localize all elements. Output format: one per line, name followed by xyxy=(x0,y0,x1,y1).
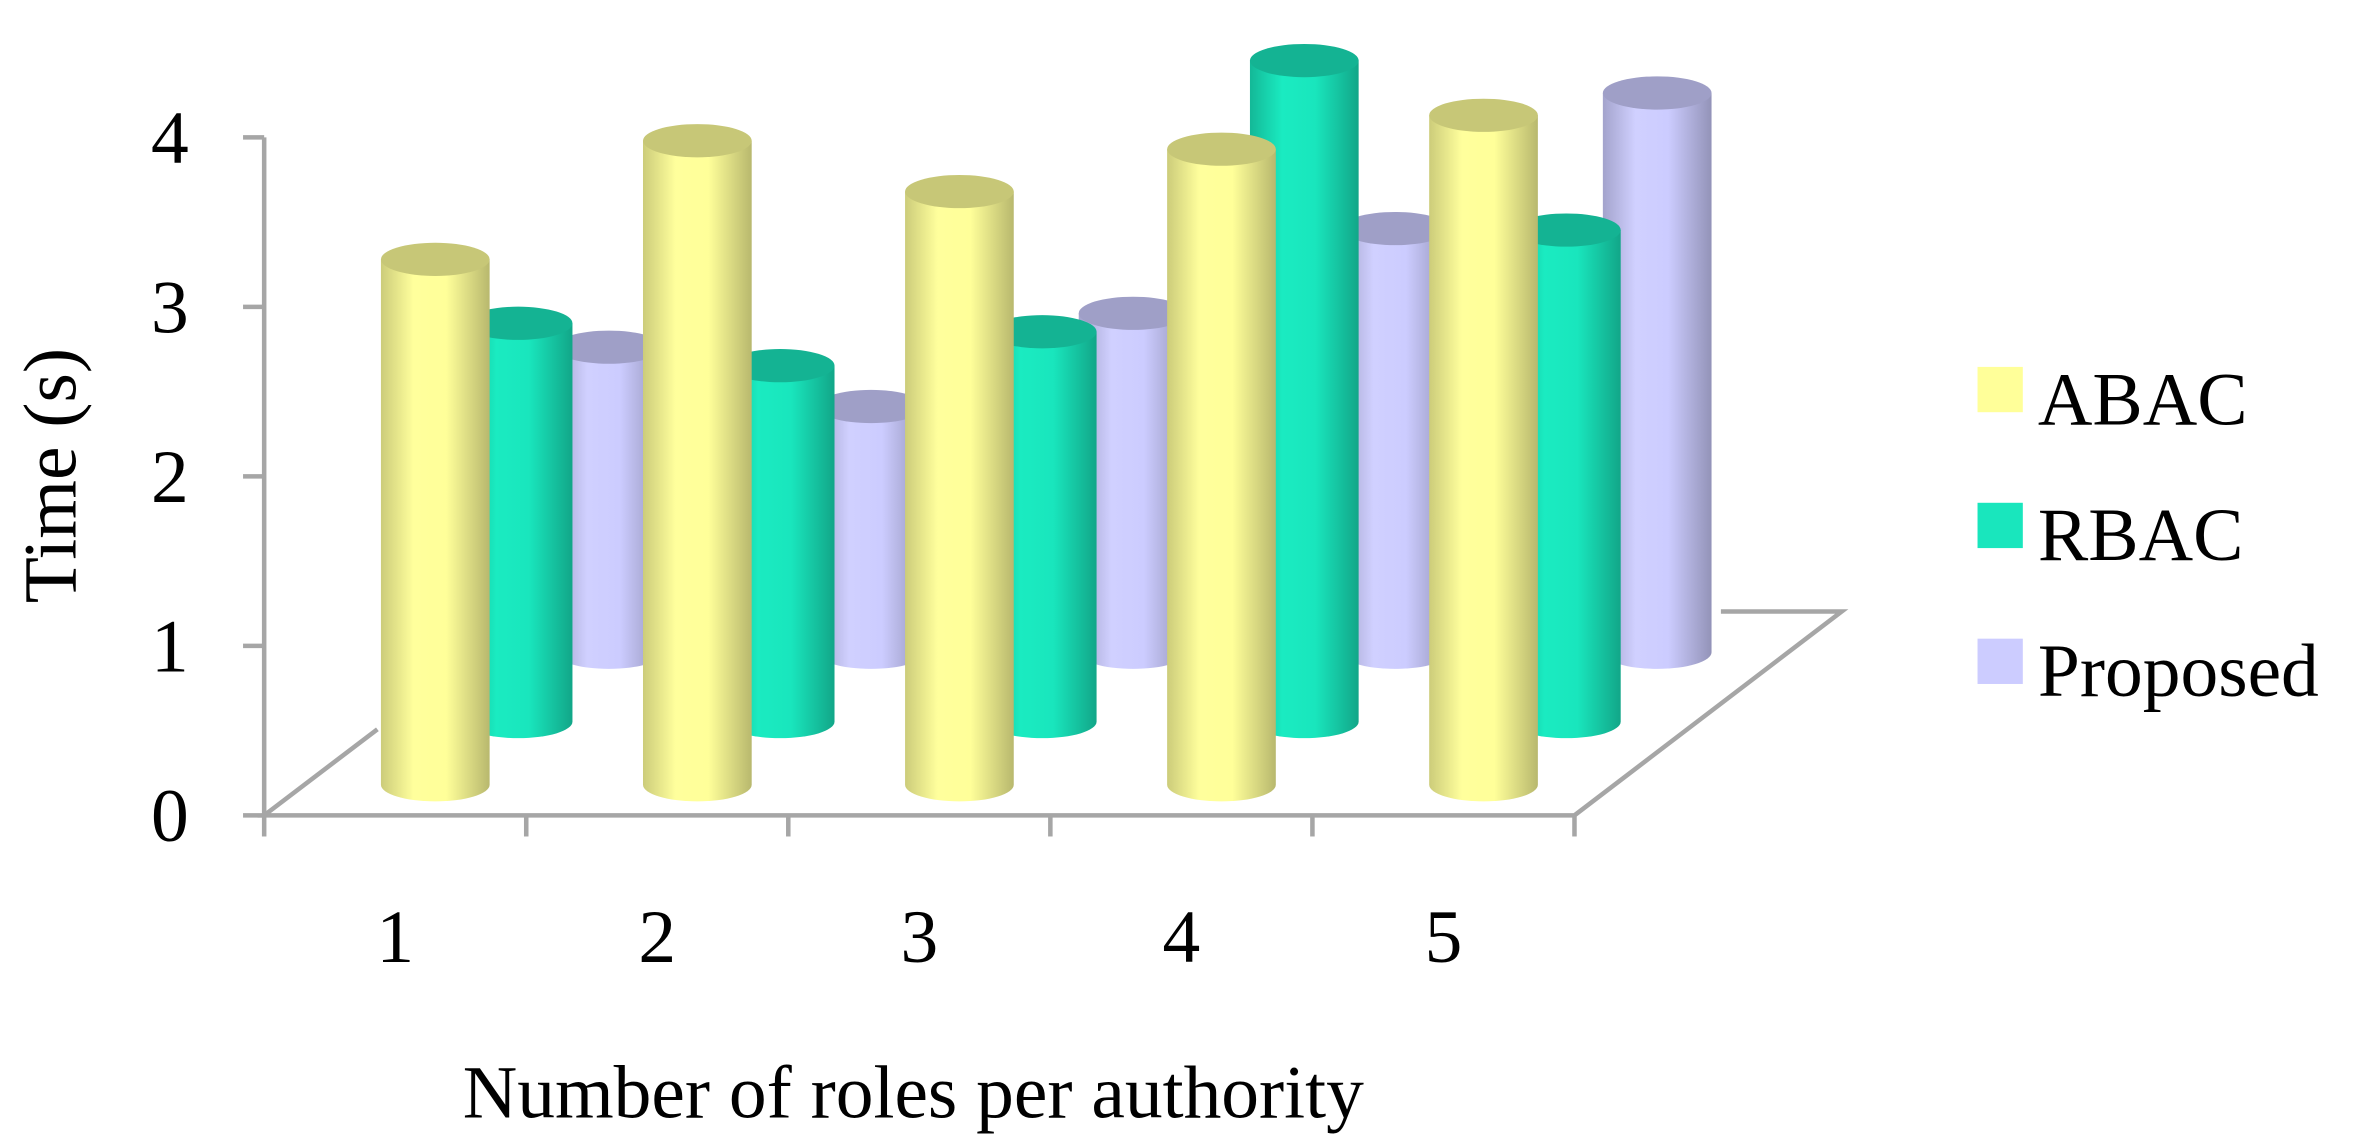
bar-top xyxy=(1602,76,1712,110)
y-tick-label: 4 xyxy=(151,97,189,180)
legend-swatch xyxy=(1977,638,2023,684)
bar-top xyxy=(1512,213,1621,247)
y-tick-label: 0 xyxy=(151,775,189,858)
x-tick-label: 4 xyxy=(1163,896,1201,979)
x-tick-label: 3 xyxy=(900,896,938,979)
bar xyxy=(1249,60,1359,739)
bar xyxy=(816,406,926,669)
bar-top xyxy=(1167,132,1276,166)
bar xyxy=(1078,313,1188,669)
legend-swatch xyxy=(1977,366,2023,413)
bar xyxy=(1512,230,1621,739)
bar-top xyxy=(1340,211,1450,246)
y-axis-title: Time (s) xyxy=(9,348,92,603)
y-tick-label: 3 xyxy=(151,267,189,350)
x-tick-label: 5 xyxy=(1425,896,1463,979)
y-tick-label: 2 xyxy=(151,436,189,519)
bar-top xyxy=(816,389,926,424)
bar-top xyxy=(642,124,752,158)
bar-top xyxy=(1429,98,1538,132)
legend-label: Proposed xyxy=(2038,630,2319,713)
x-tick-label: 2 xyxy=(638,896,676,979)
bar xyxy=(1167,149,1276,802)
bar xyxy=(1429,115,1538,802)
bar xyxy=(725,365,835,739)
bar xyxy=(1340,228,1450,669)
y-tick-label: 1 xyxy=(151,606,189,689)
legend-swatch xyxy=(1977,502,2023,549)
x-axis-title: Number of roles per authority xyxy=(463,1051,1364,1134)
bar-top xyxy=(1078,296,1188,330)
bar-top xyxy=(554,330,664,364)
bar xyxy=(463,323,573,739)
bar-top xyxy=(905,174,1014,209)
bar xyxy=(1602,92,1712,669)
bar-top xyxy=(463,306,573,340)
legend-label: RBAC xyxy=(2038,494,2243,577)
bar-top xyxy=(725,349,835,383)
x-tick-label: 1 xyxy=(376,896,414,979)
bar xyxy=(987,331,1097,739)
bar xyxy=(905,191,1014,802)
bar-top xyxy=(380,242,490,276)
legend-label: ABAC xyxy=(2038,358,2248,441)
bar-top xyxy=(1249,43,1359,78)
bar xyxy=(642,140,752,802)
bar-top xyxy=(987,315,1097,349)
bar xyxy=(554,347,664,669)
bar xyxy=(380,259,490,802)
